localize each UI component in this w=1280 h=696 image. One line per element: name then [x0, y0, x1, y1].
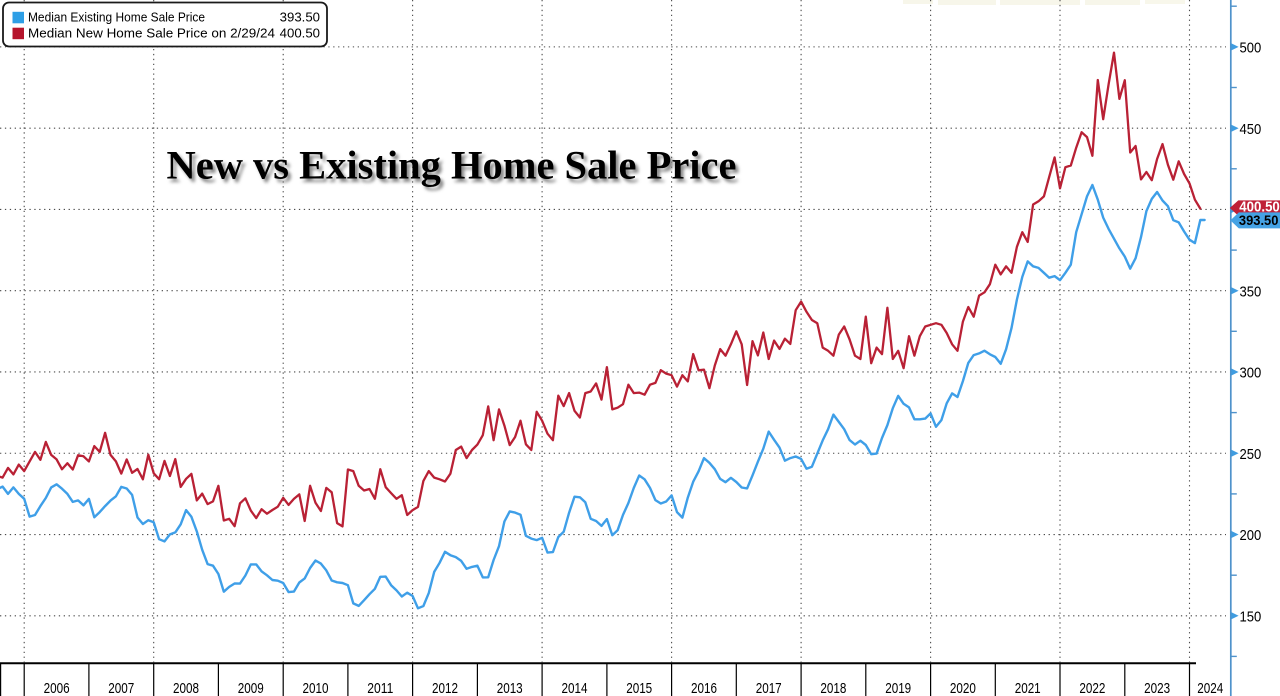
svg-text:2022: 2022: [1079, 680, 1105, 696]
svg-text:150: 150: [1240, 610, 1262, 626]
svg-text:400.50: 400.50: [1239, 200, 1280, 216]
svg-text:2016: 2016: [691, 680, 717, 696]
svg-text:2010: 2010: [303, 680, 329, 696]
svg-text:2018: 2018: [820, 680, 846, 696]
svg-text:2009: 2009: [238, 680, 264, 696]
svg-text:2021: 2021: [1015, 680, 1041, 696]
svg-text:2011: 2011: [367, 680, 393, 696]
svg-text:200: 200: [1240, 528, 1262, 544]
svg-text:2017: 2017: [756, 680, 782, 696]
svg-text:2007: 2007: [108, 680, 134, 696]
svg-text:2015: 2015: [626, 680, 652, 696]
svg-text:2012: 2012: [432, 680, 458, 696]
svg-text:New vs Existing Home Sale Pric: New vs Existing Home Sale Price: [170, 146, 740, 191]
svg-text:250: 250: [1240, 447, 1262, 463]
svg-text:400.50: 400.50: [280, 26, 320, 41]
svg-text:450: 450: [1240, 122, 1262, 138]
svg-text:2020: 2020: [950, 680, 976, 696]
svg-text:2006: 2006: [44, 680, 70, 696]
svg-text:2023: 2023: [1144, 680, 1170, 696]
svg-text:2008: 2008: [173, 680, 199, 696]
svg-text:Median Existing Home Sale Pric: Median Existing Home Sale Price: [28, 10, 205, 25]
svg-text:New vs Existing Home Sale Pric: New vs Existing Home Sale Price: [167, 143, 737, 188]
svg-text:2024: 2024: [1197, 680, 1223, 696]
svg-text:350: 350: [1240, 284, 1262, 300]
svg-text:500: 500: [1240, 41, 1262, 57]
svg-text:2013: 2013: [497, 680, 523, 696]
svg-text:Median New Home Sale Price on: Median New Home Sale Price on 2/29/24: [28, 26, 275, 41]
svg-text:2019: 2019: [885, 680, 911, 696]
svg-text:393.50: 393.50: [1239, 213, 1279, 228]
svg-text:300: 300: [1240, 366, 1262, 382]
svg-text:2014: 2014: [562, 680, 588, 696]
svg-text:393.50: 393.50: [280, 10, 320, 25]
